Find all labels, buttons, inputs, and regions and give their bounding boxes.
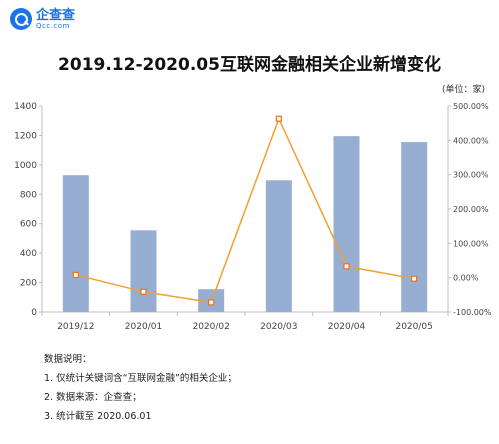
x-tick-label-4: 2020/04 xyxy=(328,322,366,332)
growth-point-4 xyxy=(343,263,350,270)
note-item-2: 2. 数据来源：企查查； xyxy=(44,392,142,403)
note-item-3: 3. 统计截至 2020.06.01 xyxy=(44,411,152,422)
bar-5 xyxy=(401,142,428,312)
x-tick-label-5: 2020/05 xyxy=(395,322,432,332)
notes-heading: 数据说明： xyxy=(44,354,92,365)
growth-line xyxy=(75,116,415,304)
brand-text: 企查查 Qcc.com xyxy=(36,9,75,30)
right-tick-label-6: 500.00% xyxy=(453,102,489,111)
brand-domain: Qcc.com xyxy=(36,21,70,30)
growth-point-2 xyxy=(208,299,215,306)
chart-title: 2019.12-2020.05互联网金融相关企业新增变化 xyxy=(58,55,441,75)
x-tick-label-3: 2020/03 xyxy=(260,322,297,332)
brand-name: 企查查 xyxy=(36,7,76,23)
x-tick-label-2: 2020/02 xyxy=(192,322,229,332)
bar-4 xyxy=(333,136,360,312)
growth-point-0 xyxy=(72,271,79,279)
right-tick-label-5: 400.00% xyxy=(453,136,489,145)
right-tick-label-4: 300.00% xyxy=(453,171,489,180)
magnifier-icon xyxy=(10,8,32,30)
brand-logo: 企查查 Qcc.com xyxy=(10,8,75,30)
left-tick-label-1: 200 xyxy=(20,279,37,289)
data-notes: 数据说明： 1. 仅统计关键词含“互联网金融”的相关企业； 2. 数据来源：企查… xyxy=(44,350,237,426)
bar-3 xyxy=(265,180,292,312)
x-tick-label-0: 2019/12 xyxy=(57,322,94,332)
growth-point-5 xyxy=(411,275,418,282)
right-tick-label-2: 100.00% xyxy=(453,239,489,248)
left-tick-label-7: 1400 xyxy=(14,102,37,112)
right-tick-label-0: -100.00% xyxy=(453,308,492,317)
left-tick-label-3: 600 xyxy=(20,220,37,230)
growth-point-3 xyxy=(275,115,282,122)
left-tick-label-6: 1200 xyxy=(14,131,37,141)
left-tick-label-2: 400 xyxy=(20,249,37,259)
left-tick-label-0: 0 xyxy=(31,308,37,318)
unit-label: (单位：家) xyxy=(441,85,485,95)
left-tick-label-5: 1000 xyxy=(14,161,37,171)
x-tick-label-1: 2020/01 xyxy=(125,322,162,332)
right-tick-label-1: 0.00% xyxy=(453,274,479,283)
growth-point-1 xyxy=(140,288,147,295)
left-tick-label-4: 800 xyxy=(20,190,37,200)
right-tick-label-3: 200.00% xyxy=(453,205,489,214)
bar-1 xyxy=(130,230,157,312)
bar-0 xyxy=(62,175,89,312)
note-item-1: 1. 仅统计关键词含“互联网金融”的相关企业； xyxy=(44,373,237,384)
